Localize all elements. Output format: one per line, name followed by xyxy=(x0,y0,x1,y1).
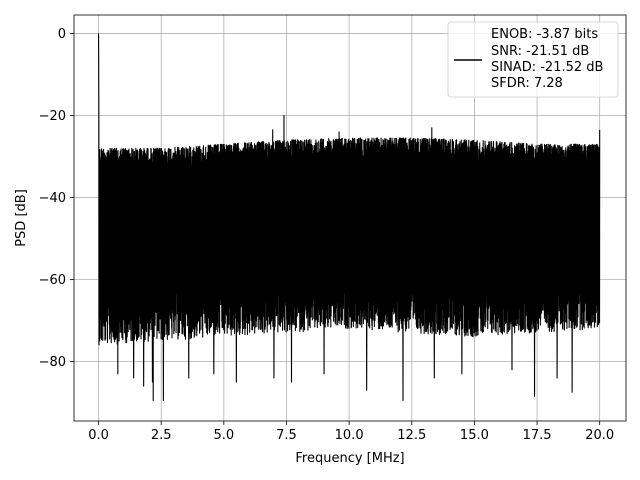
axis-ticks: 0.0 2.5 5.0 7.5 10.0 12.5 15.0 17.5 20.0 0 −20 −40 −… xyxy=(39,27,615,443)
x-tick-label: 20.0 xyxy=(585,428,614,443)
legend-line-1: ENOB: -3.87 bits xyxy=(491,27,598,42)
y-tick-label: −80 xyxy=(39,355,66,370)
y-axis-label: PSD [dB] xyxy=(14,189,29,247)
y-tick-label: −40 xyxy=(39,191,66,206)
psd-trace xyxy=(98,33,601,402)
x-tick-label: 0.0 xyxy=(88,428,109,443)
legend-line-3: SINAD: -21.52 dB xyxy=(491,60,603,75)
x-tick-label: 12.5 xyxy=(397,428,426,443)
x-tick-label: 17.5 xyxy=(523,428,552,443)
legend: ENOB: -3.87 bits SNR: -21.51 dB SINAD: -… xyxy=(447,21,619,98)
y-tick-label: −20 xyxy=(39,109,66,124)
x-tick-label: 7.5 xyxy=(276,428,297,443)
y-tick-label: 0 xyxy=(58,27,66,42)
x-tick-label: 10.0 xyxy=(335,428,364,443)
legend-box xyxy=(447,21,619,98)
legend-line-2: SNR: -21.51 dB xyxy=(491,44,589,59)
x-tick-label: 15.0 xyxy=(460,428,489,443)
legend-line-4: SFDR: 7.28 xyxy=(491,76,563,91)
psd-series-line xyxy=(98,33,601,402)
x-axis-label: Frequency [MHz] xyxy=(295,451,404,466)
x-tick-label: 5.0 xyxy=(213,428,234,443)
y-tick-label: −60 xyxy=(39,273,66,288)
x-tick-label: 2.5 xyxy=(151,428,172,443)
plot-frame xyxy=(73,14,627,422)
